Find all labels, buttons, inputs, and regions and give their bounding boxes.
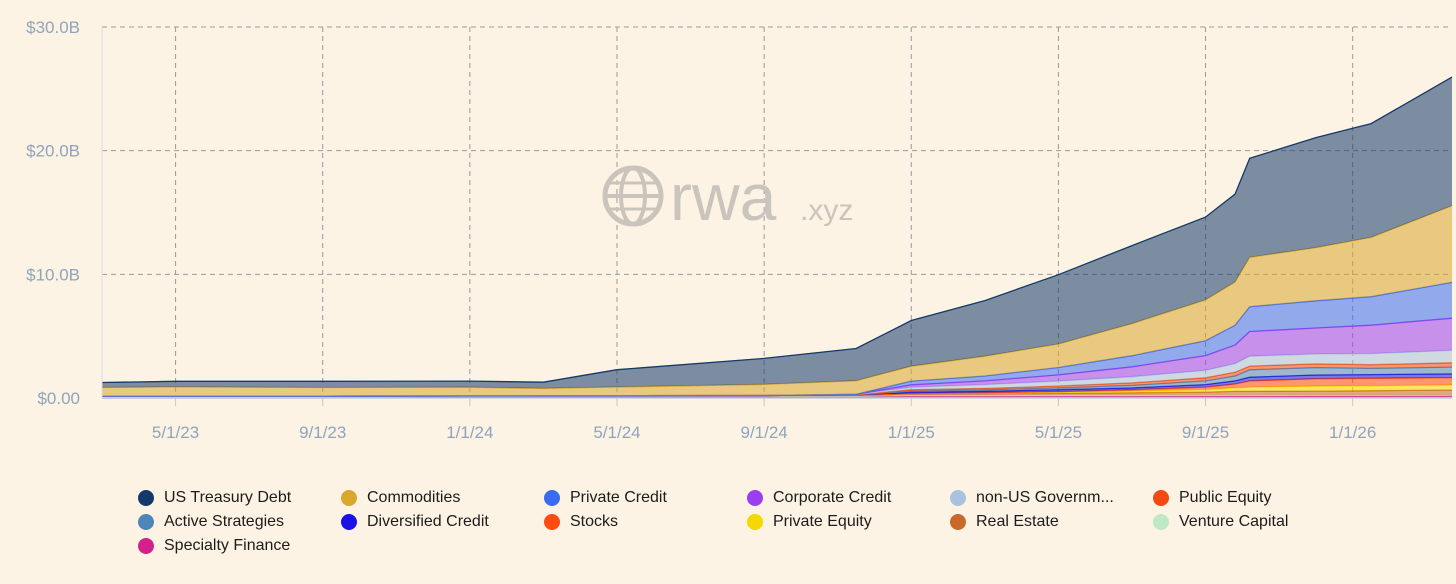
legend-label: Public Equity — [1179, 488, 1272, 506]
axes: $0.00 $10.0B $20.0B $30.0B 5/1/23 9/1/23 1/1/2… — [26, 18, 1452, 442]
legend-item[interactable]: Diversified Credit — [341, 512, 544, 531]
legend-label: Commodities — [367, 488, 461, 506]
legend-label: non-US Governm... — [976, 488, 1114, 506]
legend-swatch — [1153, 489, 1169, 506]
legend-item[interactable]: Stocks — [544, 512, 747, 531]
legend-item[interactable]: non-US Governm... — [950, 488, 1153, 507]
watermark: rwa .xyz — [602, 160, 853, 234]
legend-swatch — [138, 489, 154, 506]
legend-swatch — [950, 513, 966, 530]
area-non-us-government-debt — [102, 350, 1452, 397]
y-tick-label: $10.0B — [26, 265, 80, 284]
x-tick-label: 9/1/23 — [299, 423, 346, 442]
legend-swatch — [544, 489, 560, 506]
legend-label: US Treasury Debt — [164, 488, 292, 506]
x-tick-label: 9/1/24 — [740, 423, 787, 442]
area-stocks — [102, 377, 1452, 397]
legend-item[interactable]: Private Credit — [544, 488, 747, 507]
legend-swatch — [138, 513, 154, 530]
legend-swatch — [341, 489, 357, 506]
legend-item[interactable]: Private Equity — [747, 512, 950, 531]
legend-item[interactable]: Venture Capital — [1153, 512, 1356, 531]
x-tick-label: 1/1/24 — [446, 423, 493, 442]
x-tick-label: 1/1/25 — [888, 423, 935, 442]
legend-swatch — [341, 513, 357, 530]
legend-label: Corporate Credit — [773, 488, 892, 506]
globe-icon — [602, 165, 664, 227]
legend-item[interactable]: Public Equity — [1153, 488, 1356, 507]
area-active-strategies — [102, 367, 1452, 397]
legend-label: Venture Capital — [1179, 512, 1289, 530]
legend-item[interactable]: US Treasury Debt — [138, 488, 341, 507]
legend-swatch — [747, 513, 763, 530]
line-us-treasury-debt — [101, 76, 1453, 384]
area-commodities — [102, 205, 1452, 397]
legend-label: Specialty Finance — [164, 536, 291, 554]
area-diversified-credit — [102, 373, 1452, 397]
watermark-brand: rwa — [670, 160, 777, 234]
legend-label: Private Credit — [570, 488, 667, 506]
area-chart: rwa .xyz $0.00 $10.0B $20.0B $30.0B 5/1/23 9/… — [26, 18, 1453, 442]
legend-swatch — [747, 489, 763, 506]
area-series — [101, 76, 1453, 399]
y-tick-label: $0.00 — [37, 389, 80, 408]
x-tick-label: 1/1/26 — [1329, 423, 1376, 442]
x-tick-label: 9/1/25 — [1182, 423, 1229, 442]
legend-label: Stocks — [570, 512, 619, 530]
legend-swatch — [1153, 513, 1169, 530]
legend-swatch — [138, 537, 154, 554]
legend-swatch — [950, 489, 966, 506]
y-tick-label: $20.0B — [26, 142, 80, 161]
legend: US Treasury Debt Commodities Private Credi… — [138, 488, 1438, 555]
legend-item[interactable]: Real Estate — [950, 512, 1153, 531]
x-tick-label: 5/1/25 — [1035, 423, 1082, 442]
area-corporate-credit — [102, 318, 1452, 397]
legend-label: Real Estate — [976, 512, 1059, 530]
y-tick-label: $30.0B — [26, 18, 80, 37]
legend-item[interactable]: Active Strategies — [138, 512, 341, 531]
area-us-treasury-debt — [102, 77, 1452, 389]
legend-label: Active Strategies — [164, 512, 285, 530]
area-private-credit — [102, 282, 1452, 397]
legend-item[interactable]: Commodities — [341, 488, 544, 507]
x-tick-label: 5/1/23 — [152, 423, 199, 442]
legend-label: Private Equity — [773, 512, 872, 530]
legend-label: Diversified Credit — [367, 512, 489, 530]
x-tick-label: 5/1/24 — [593, 423, 640, 442]
series-us-treasury-debt — [101, 76, 1453, 389]
area-real-estate — [102, 390, 1452, 397]
legend-item[interactable]: Specialty Finance — [138, 536, 341, 555]
watermark-suffix: .xyz — [800, 194, 853, 227]
legend-item[interactable]: Corporate Credit — [747, 488, 950, 507]
legend-swatch — [544, 513, 560, 530]
